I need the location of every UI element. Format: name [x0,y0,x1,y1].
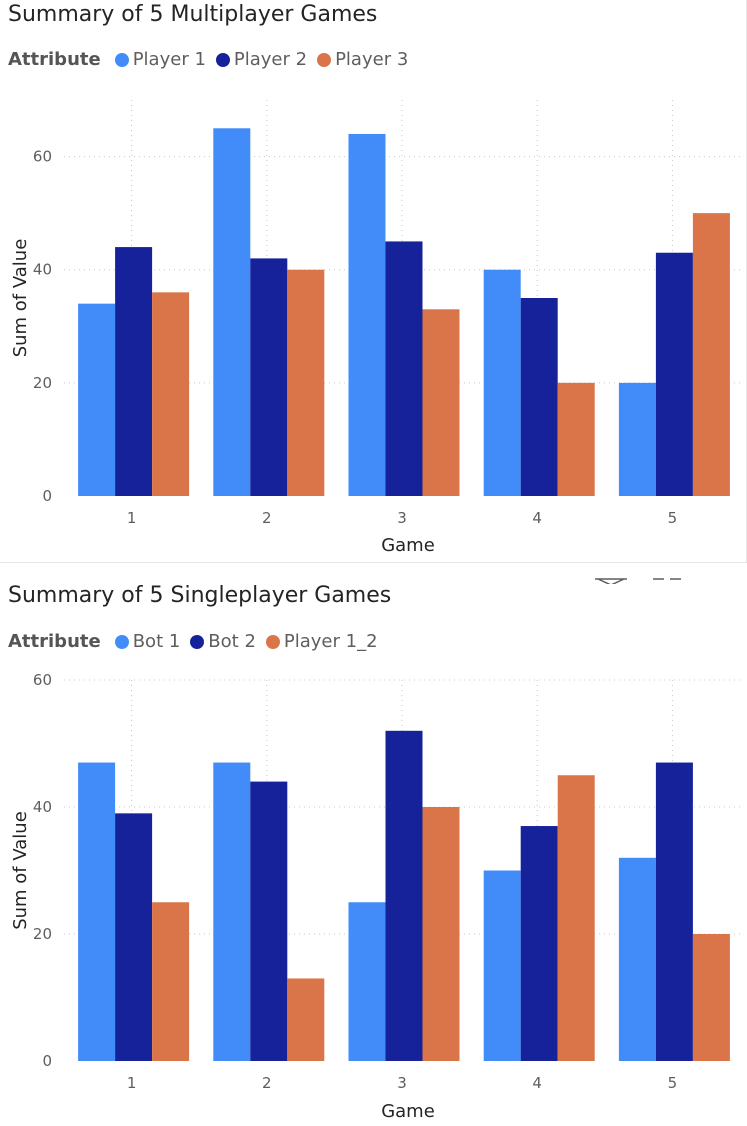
bar-bot-1-game-2[interactable] [213,762,251,1061]
bar-player-1-2-game-1[interactable] [152,902,190,1061]
bar-bot-2-game-5[interactable] [655,762,693,1061]
bar-bot-2-game-3[interactable] [385,730,423,1061]
bar-player-1-2-game-5[interactable] [692,934,730,1061]
bar-bot-1-game-3[interactable] [348,902,386,1061]
bar-player-2-game-5[interactable] [655,252,693,496]
bar-bot-2-game-4[interactable] [520,826,558,1061]
bar-player-1-2-game-4[interactable] [557,775,595,1061]
legend: Attribute Bot 1 Bot 2 Player 1_2 [8,631,388,652]
legend: Attribute Player 1 Player 2 Player 3 [8,49,418,70]
legend-dot-icon [317,52,332,67]
bar-player-3-game-4[interactable] [557,382,595,496]
y-axis-title: Sum of Value [10,239,31,358]
bar-bot-1-game-1[interactable] [78,762,116,1061]
multiplayer-bar-chart: 0 20 40 60 1 2 3 4 5 Game Sum of Value [10,100,740,556]
y-tick-label: 20 [33,374,52,392]
singleplayer-chart-panel: Summary of 5 Singleplayer Games Attribut… [0,565,747,1126]
x-axis-title: Game [381,535,435,556]
y-tick-label: 60 [33,148,52,166]
legend-label: Bot 2 [208,631,256,652]
x-axis-title: Game [381,1101,435,1122]
y-tick-label: 60 [33,671,52,689]
legend-item-series-1[interactable]: Bot 1 [114,631,181,652]
chart-title: Summary of 5 Multiplayer Games [8,2,378,27]
legend-item-series-2[interactable]: Bot 2 [190,631,256,652]
legend-label: Player 3 [335,49,409,70]
legend-item-series-3[interactable]: Player 1_2 [265,631,378,652]
bar-player-2-game-4[interactable] [520,298,558,496]
bar-bot-2-game-2[interactable] [250,781,288,1061]
bar-player-1-game-5[interactable] [618,382,656,496]
bar-player-3-game-1[interactable] [152,292,190,496]
bar-player-1-2-game-2[interactable] [287,978,325,1061]
bar-bot-1-game-5[interactable] [618,857,656,1061]
y-tick-label: 0 [42,487,52,505]
singleplayer-bar-chart: 0 20 40 60 1 2 3 4 5 Game Sum of Value [10,671,740,1122]
legend-dot-icon [190,634,205,649]
x-tick-label: 5 [668,509,678,527]
bar-player-1-game-1[interactable] [78,303,116,496]
y-tick-label: 20 [33,925,52,943]
x-tick-label: 1 [127,1074,137,1092]
y-axis-title: Sum of Value [10,811,31,930]
legend-item-series-3[interactable]: Player 3 [317,49,408,70]
x-tick-label: 1 [127,509,137,527]
legend-label: Player 2 [233,49,308,70]
legend-dot-icon [114,52,129,67]
legend-item-series-1[interactable]: Player 1 [114,49,206,70]
x-tick-label: 3 [397,1074,407,1092]
multiplayer-chart-panel: Summary of 5 Multiplayer Games Attribute… [0,0,747,563]
x-tick-label: 2 [262,509,272,527]
x-tick-label: 4 [532,509,542,527]
bar-player-1-game-2[interactable] [213,128,251,497]
bar-player-1-game-4[interactable] [483,269,521,496]
bar-player-3-game-2[interactable] [287,269,325,496]
legend-title: Attribute [8,631,101,652]
x-tick-label: 4 [532,1074,542,1092]
y-tick-label: 40 [33,798,52,816]
x-tick-label: 3 [397,509,407,527]
bar-player-2-game-3[interactable] [385,241,423,496]
bar-player-1-2-game-3[interactable] [422,807,460,1061]
bar-player-2-game-2[interactable] [250,258,288,496]
bar-bot-2-game-1[interactable] [115,813,153,1061]
legend-label: Player 1 [132,49,206,70]
legend-dot-icon [215,52,230,67]
legend-title: Attribute [8,49,101,70]
legend-dot-icon [114,634,129,649]
legend-item-series-2[interactable]: Player 2 [215,49,308,70]
y-tick-label: 40 [33,261,52,279]
legend-dot-icon [265,634,280,649]
chart-title: Summary of 5 Singleplayer Games [8,583,392,608]
y-tick-label: 0 [42,1052,52,1070]
x-tick-label: 2 [262,1074,272,1092]
bar-player-3-game-3[interactable] [422,309,460,496]
bar-player-2-game-1[interactable] [115,247,153,496]
bar-player-3-game-5[interactable] [692,213,730,496]
focus-mode-icon[interactable] [652,578,682,584]
bar-player-1-game-3[interactable] [348,133,386,496]
x-tick-label: 5 [668,1074,678,1092]
filter-icon[interactable] [594,578,628,584]
legend-label: Player 1_2 [283,631,378,652]
bar-bot-1-game-4[interactable] [483,870,521,1062]
legend-label: Bot 1 [132,631,181,652]
